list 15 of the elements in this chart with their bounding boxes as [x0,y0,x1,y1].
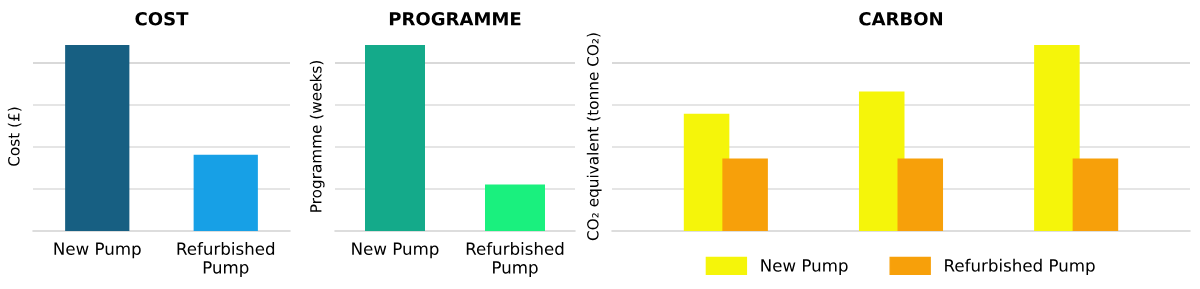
bar [1072,158,1119,231]
y-axis-title: CO₂ equivalent (tonne CO₂) [586,33,602,241]
chart-title: PROGRAMME [389,11,521,26]
chart-title: COST [135,11,189,26]
chart-title: CARBON [859,11,943,26]
bar [1034,44,1080,231]
x-tick-label: New Pump [54,242,141,259]
bar [722,158,768,231]
x-tick-label: New Pump [352,242,439,259]
bar [858,91,905,231]
bar [897,158,944,231]
y-axis-title: Programme (weeks) [309,61,325,212]
x-tick-label: Refurbished Pump [177,242,275,277]
x-tick-label: Refurbished Pump [466,242,564,277]
y-axis-title: Cost (£) [7,107,22,166]
